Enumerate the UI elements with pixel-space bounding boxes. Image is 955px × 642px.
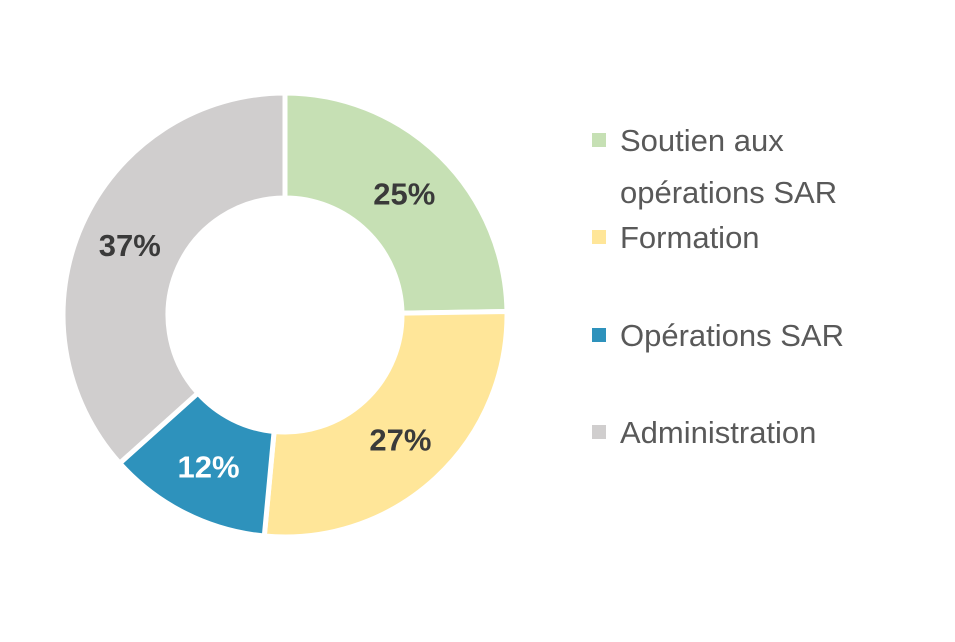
legend: Soutien aux opérations SAR Formation Opérat… [592, 123, 844, 450]
data-label-soutien-aux-operations-sar: 25% [373, 176, 435, 211]
legend-item-administration: Administration [592, 415, 816, 450]
slice-formation [261, 309, 510, 540]
legend-item-soutien-aux-operations-sar: Soutien aux opérations SAR [592, 123, 837, 210]
donut-slices [60, 90, 510, 540]
legend-item-formation: Formation [592, 220, 760, 255]
legend-label: Soutien aux opérations SAR [620, 123, 837, 210]
legend-swatch [592, 425, 606, 439]
legend-label: Formation [620, 220, 760, 255]
legend-label: Administration [620, 415, 816, 450]
data-labels: 25% 27% 12% 37% [99, 176, 436, 484]
legend-label: Opérations SAR [620, 318, 844, 353]
slice-administration [60, 90, 288, 467]
data-label-formation: 27% [369, 422, 431, 457]
legend-item-operations-sar: Opérations SAR [592, 318, 844, 353]
data-label-operations-sar: 12% [178, 449, 240, 484]
data-label-administration: 37% [99, 228, 161, 263]
legend-swatch [592, 328, 606, 342]
slice-soutien-aux-operations-sar [282, 90, 510, 316]
legend-swatch [592, 133, 606, 147]
legend-swatch [592, 230, 606, 244]
